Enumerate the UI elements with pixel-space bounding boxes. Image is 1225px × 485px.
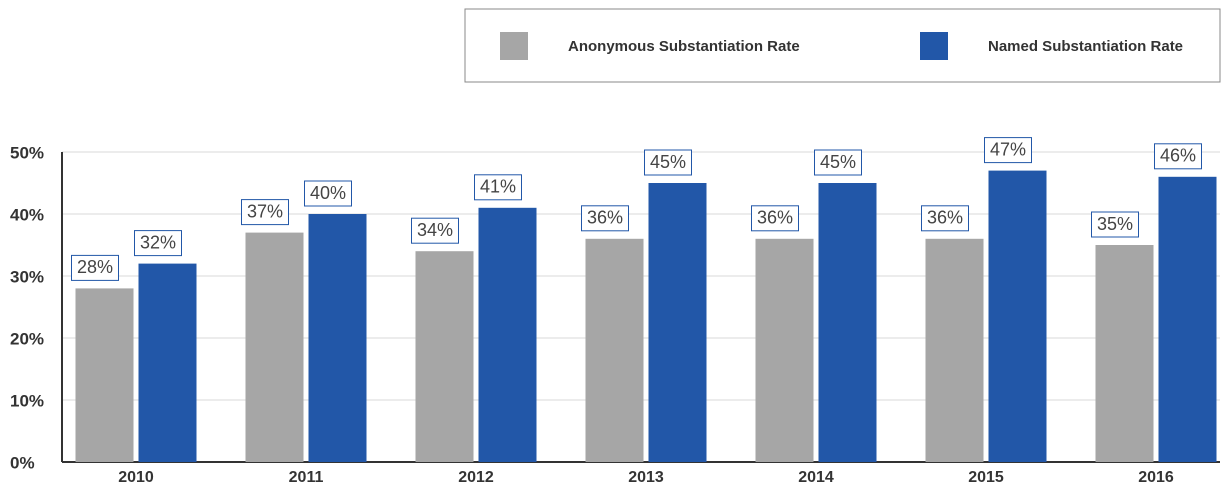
bar: [1095, 245, 1154, 462]
value-label: 41%: [480, 177, 516, 197]
x-tick-label: 2016: [1138, 469, 1174, 485]
value-label-box: [1154, 143, 1202, 170]
legend-swatch: [500, 32, 528, 60]
bar: [818, 183, 877, 462]
value-label-box: [644, 149, 692, 176]
value-label: 35%: [1097, 214, 1133, 234]
value-label-box: [304, 180, 352, 207]
legend-label: Named Substantiation Rate: [988, 38, 1183, 55]
value-label-box: [1091, 211, 1139, 238]
value-label-box: [241, 199, 289, 226]
value-label-box: [984, 137, 1032, 164]
y-tick-label: 0%: [10, 453, 35, 472]
value-label: 36%: [587, 208, 623, 228]
legend-label: Anonymous Substantiation Rate: [568, 38, 800, 55]
value-label: 32%: [140, 232, 176, 252]
bar: [925, 238, 984, 462]
x-tick-label: 2012: [458, 469, 494, 485]
bar: [415, 251, 474, 462]
bar: [585, 238, 644, 462]
value-label: 46%: [1160, 146, 1196, 166]
value-label: 45%: [820, 152, 856, 172]
x-tick-label: 2010: [118, 469, 154, 485]
bar: [75, 288, 134, 462]
bar: [245, 232, 304, 462]
bar: [138, 263, 197, 462]
value-label: 36%: [927, 208, 963, 228]
y-tick-label: 20%: [10, 329, 44, 348]
value-label-box: [474, 174, 522, 201]
legend-box: [464, 8, 1221, 83]
x-tick-label: 2014: [798, 469, 834, 485]
y-tick-label: 30%: [10, 267, 44, 286]
bar: [648, 183, 707, 462]
bar: [478, 207, 537, 462]
legend-swatch: [920, 32, 948, 60]
value-label-box: [134, 230, 182, 257]
value-label-box: [71, 254, 119, 281]
value-label: 34%: [417, 220, 453, 240]
bar: [308, 214, 367, 462]
value-label-box: [411, 217, 459, 244]
value-label-box: [814, 149, 862, 176]
value-label: 37%: [247, 201, 283, 221]
bar: [988, 170, 1047, 462]
value-label-box: [921, 205, 969, 232]
y-tick-label: 10%: [10, 391, 44, 410]
value-label: 40%: [310, 183, 346, 203]
value-label: 45%: [650, 152, 686, 172]
x-tick-label: 2015: [968, 469, 1004, 485]
bar: [755, 238, 814, 462]
x-tick-label: 2013: [628, 469, 664, 485]
value-label-box: [751, 205, 799, 232]
bar: [1158, 176, 1217, 463]
y-tick-label: 50%: [10, 143, 44, 162]
y-tick-label: 40%: [10, 205, 44, 224]
x-tick-label: 2011: [289, 469, 324, 485]
value-label: 47%: [990, 139, 1026, 159]
value-label: 36%: [757, 208, 793, 228]
value-label-box: [581, 205, 629, 232]
value-label: 28%: [77, 257, 113, 277]
